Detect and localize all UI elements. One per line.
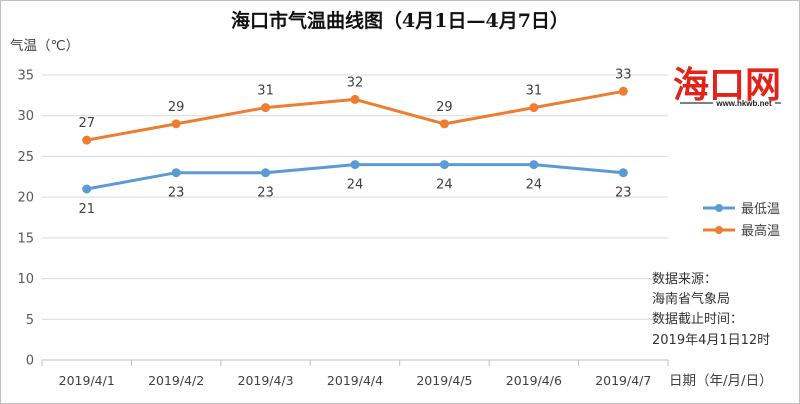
chart-title: 海口市气温曲线图（4月1日—4月7日）	[231, 9, 569, 32]
y-tick-label: 20	[17, 191, 34, 206]
y-tick-label: 10	[17, 272, 34, 287]
x-tick-label: 2019/4/1	[59, 373, 115, 388]
x-axis-title: 日期（年/月/日）	[669, 373, 773, 389]
min-temp-point	[261, 168, 271, 178]
x-tick-label: 2019/4/5	[416, 373, 472, 388]
cutoff-value: 2019年4月1日12时	[652, 333, 770, 348]
min-temp-data-label: 23	[257, 186, 274, 201]
max-temp-data-label: 32	[347, 75, 364, 90]
max-temp-data-label: 27	[78, 116, 95, 131]
logo-site-address: www.hkwb.net	[715, 99, 772, 108]
plot-series: 21 23 23 24 24 24 23 27 29 31 32 29 31 33	[78, 67, 631, 217]
max-temp-data-label: 31	[257, 84, 274, 99]
y-axis-grid: 0 5 10 15 20 25 30 35	[17, 69, 668, 369]
legend-label: 最高温	[741, 223, 780, 239]
max-temp-data-label: 31	[526, 84, 543, 99]
cutoff-label: 数据截止时间：	[652, 312, 743, 327]
x-tick-label: 2019/4/2	[148, 373, 204, 388]
y-tick-label: 5	[26, 313, 34, 328]
min-temp-point	[82, 184, 92, 194]
legend-swatch-marker	[715, 204, 723, 212]
min-temp-point	[529, 160, 539, 170]
min-temp-data-label: 24	[526, 178, 543, 193]
y-tick-label: 15	[17, 231, 34, 246]
y-tick-label: 30	[17, 109, 34, 124]
min-temp-point	[439, 160, 449, 170]
legend-item: 最低温	[703, 202, 780, 217]
max-temp-point	[82, 135, 92, 145]
y-tick-label: 0	[26, 354, 34, 369]
x-axis: 2019/4/1 2019/4/2 2019/4/3 2019/4/4 2019/4/5…	[41, 359, 669, 388]
min-temp-data-label: 23	[615, 186, 632, 201]
max-temp-series: 27 29 31 32 29 31 33	[78, 67, 632, 145]
min-temp-data-label: 21	[78, 202, 95, 217]
y-axis-title: 气温（℃）	[10, 38, 79, 54]
x-tick-label: 2019/4/6	[506, 373, 562, 388]
y-tick-label: 35	[17, 69, 34, 84]
logo-wordmark: 海口网	[673, 64, 781, 106]
legend-label: 最低温	[741, 202, 780, 217]
max-temp-point	[350, 94, 360, 104]
x-tick-label: 2019/4/7	[595, 373, 651, 388]
source-note: 数据来源： 海南省气象局 数据截止时间： 2019年4月1日12时	[652, 272, 770, 348]
legend-item: 最高温	[703, 223, 780, 239]
y-tick-label: 25	[17, 150, 34, 165]
min-temp-point	[171, 168, 181, 178]
max-temp-point	[261, 103, 271, 113]
x-tick-label: 2019/4/3	[238, 373, 294, 388]
x-tick-label: 2019/4/4	[327, 373, 383, 388]
max-temp-data-label: 29	[168, 100, 185, 115]
min-temp-point	[618, 168, 628, 178]
min-temp-data-label: 23	[168, 186, 185, 201]
max-temp-data-label: 33	[615, 67, 632, 82]
min-temp-series: 21 23 23 24 24 24 23	[78, 160, 632, 217]
min-temp-data-label: 24	[436, 178, 453, 193]
max-temp-point	[618, 86, 628, 96]
max-temp-point	[171, 119, 181, 129]
legend-swatch-marker	[715, 226, 723, 234]
max-temp-data-label: 29	[436, 100, 453, 115]
min-temp-data-label: 24	[347, 178, 364, 193]
max-temp-point	[439, 119, 449, 129]
source-value: 海南省气象局	[652, 291, 730, 307]
min-temp-point	[350, 160, 360, 170]
source-label: 数据来源：	[652, 272, 717, 287]
site-logo: 海口网 www.hkwb.net	[673, 64, 781, 108]
max-temp-point	[529, 103, 539, 113]
